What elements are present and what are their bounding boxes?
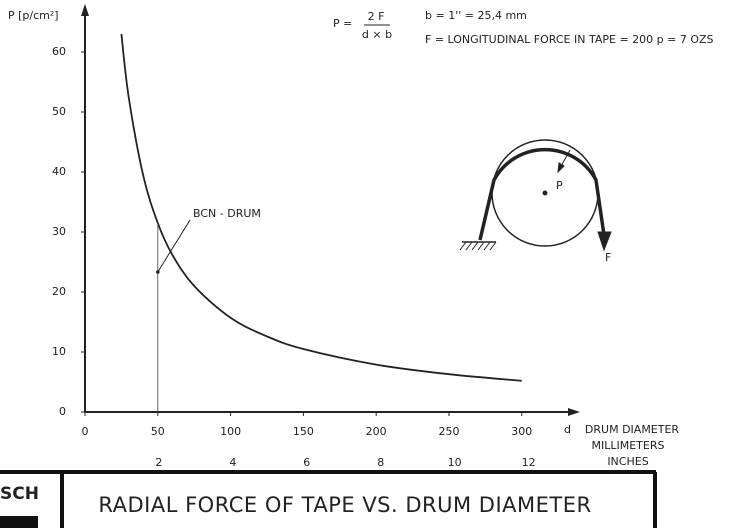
- x2-tick-label: 4: [229, 456, 236, 469]
- x-tick-label: 100: [220, 425, 241, 438]
- x-tick-label: 50: [151, 425, 165, 438]
- y-tick-label: 30: [52, 225, 66, 238]
- x-axis-arrow: [568, 408, 580, 416]
- y-tick-label: 50: [52, 105, 66, 118]
- data-line: [120, 33, 522, 382]
- x-axis-label: DRUM DIAMETER: [585, 423, 680, 436]
- annotation-label: BCN - DRUM: [193, 207, 261, 220]
- x2-tick-label: 8: [377, 456, 384, 469]
- drum-diagram: [459, 139, 612, 252]
- annotation-leader: [157, 219, 191, 273]
- y-tick-label: 10: [52, 345, 66, 358]
- diagram-label: F: [605, 251, 611, 264]
- x2-tick-label: 10: [448, 456, 462, 469]
- chart-title: RADIAL FORCE OF TAPE VS. DRUM DIAMETER: [98, 493, 591, 517]
- formula-lhs: P =: [333, 17, 352, 30]
- x2-tick-label: 12: [522, 456, 536, 469]
- note: F = LONGITUDINAL FORCE IN TAPE = 200 p =…: [425, 33, 714, 46]
- x-tick-label: 0: [82, 425, 89, 438]
- x-tick-label: 300: [511, 425, 532, 438]
- x-axis-label: d: [564, 423, 571, 436]
- diagram-label: P: [556, 179, 563, 192]
- logo-band: [0, 516, 38, 528]
- y-axis-label: P [p/cm²]: [8, 9, 59, 22]
- note: b = 1'' = 25,4 mm: [425, 9, 527, 22]
- y-tick-label: 0: [59, 405, 66, 418]
- x2-tick-label: 6: [303, 456, 310, 469]
- x-axis-label: MILLIMETERS: [592, 439, 665, 452]
- x-tick-label: 250: [438, 425, 459, 438]
- formula-denominator: d × b: [362, 28, 392, 41]
- y-tick-label: 20: [52, 285, 66, 298]
- x-axis-label: INCHES: [607, 455, 648, 468]
- x2-tick-label: 2: [155, 456, 162, 469]
- y-tick-label: 60: [52, 45, 66, 58]
- y-tick-label: 40: [52, 165, 66, 178]
- formula-numerator: 2 F: [368, 10, 385, 23]
- annotation-dot: [155, 270, 160, 274]
- logo: SCH: [0, 484, 39, 504]
- x-tick-label: 150: [293, 425, 314, 438]
- y-axis-arrow: [81, 4, 89, 16]
- x-tick-label: 200: [366, 425, 387, 438]
